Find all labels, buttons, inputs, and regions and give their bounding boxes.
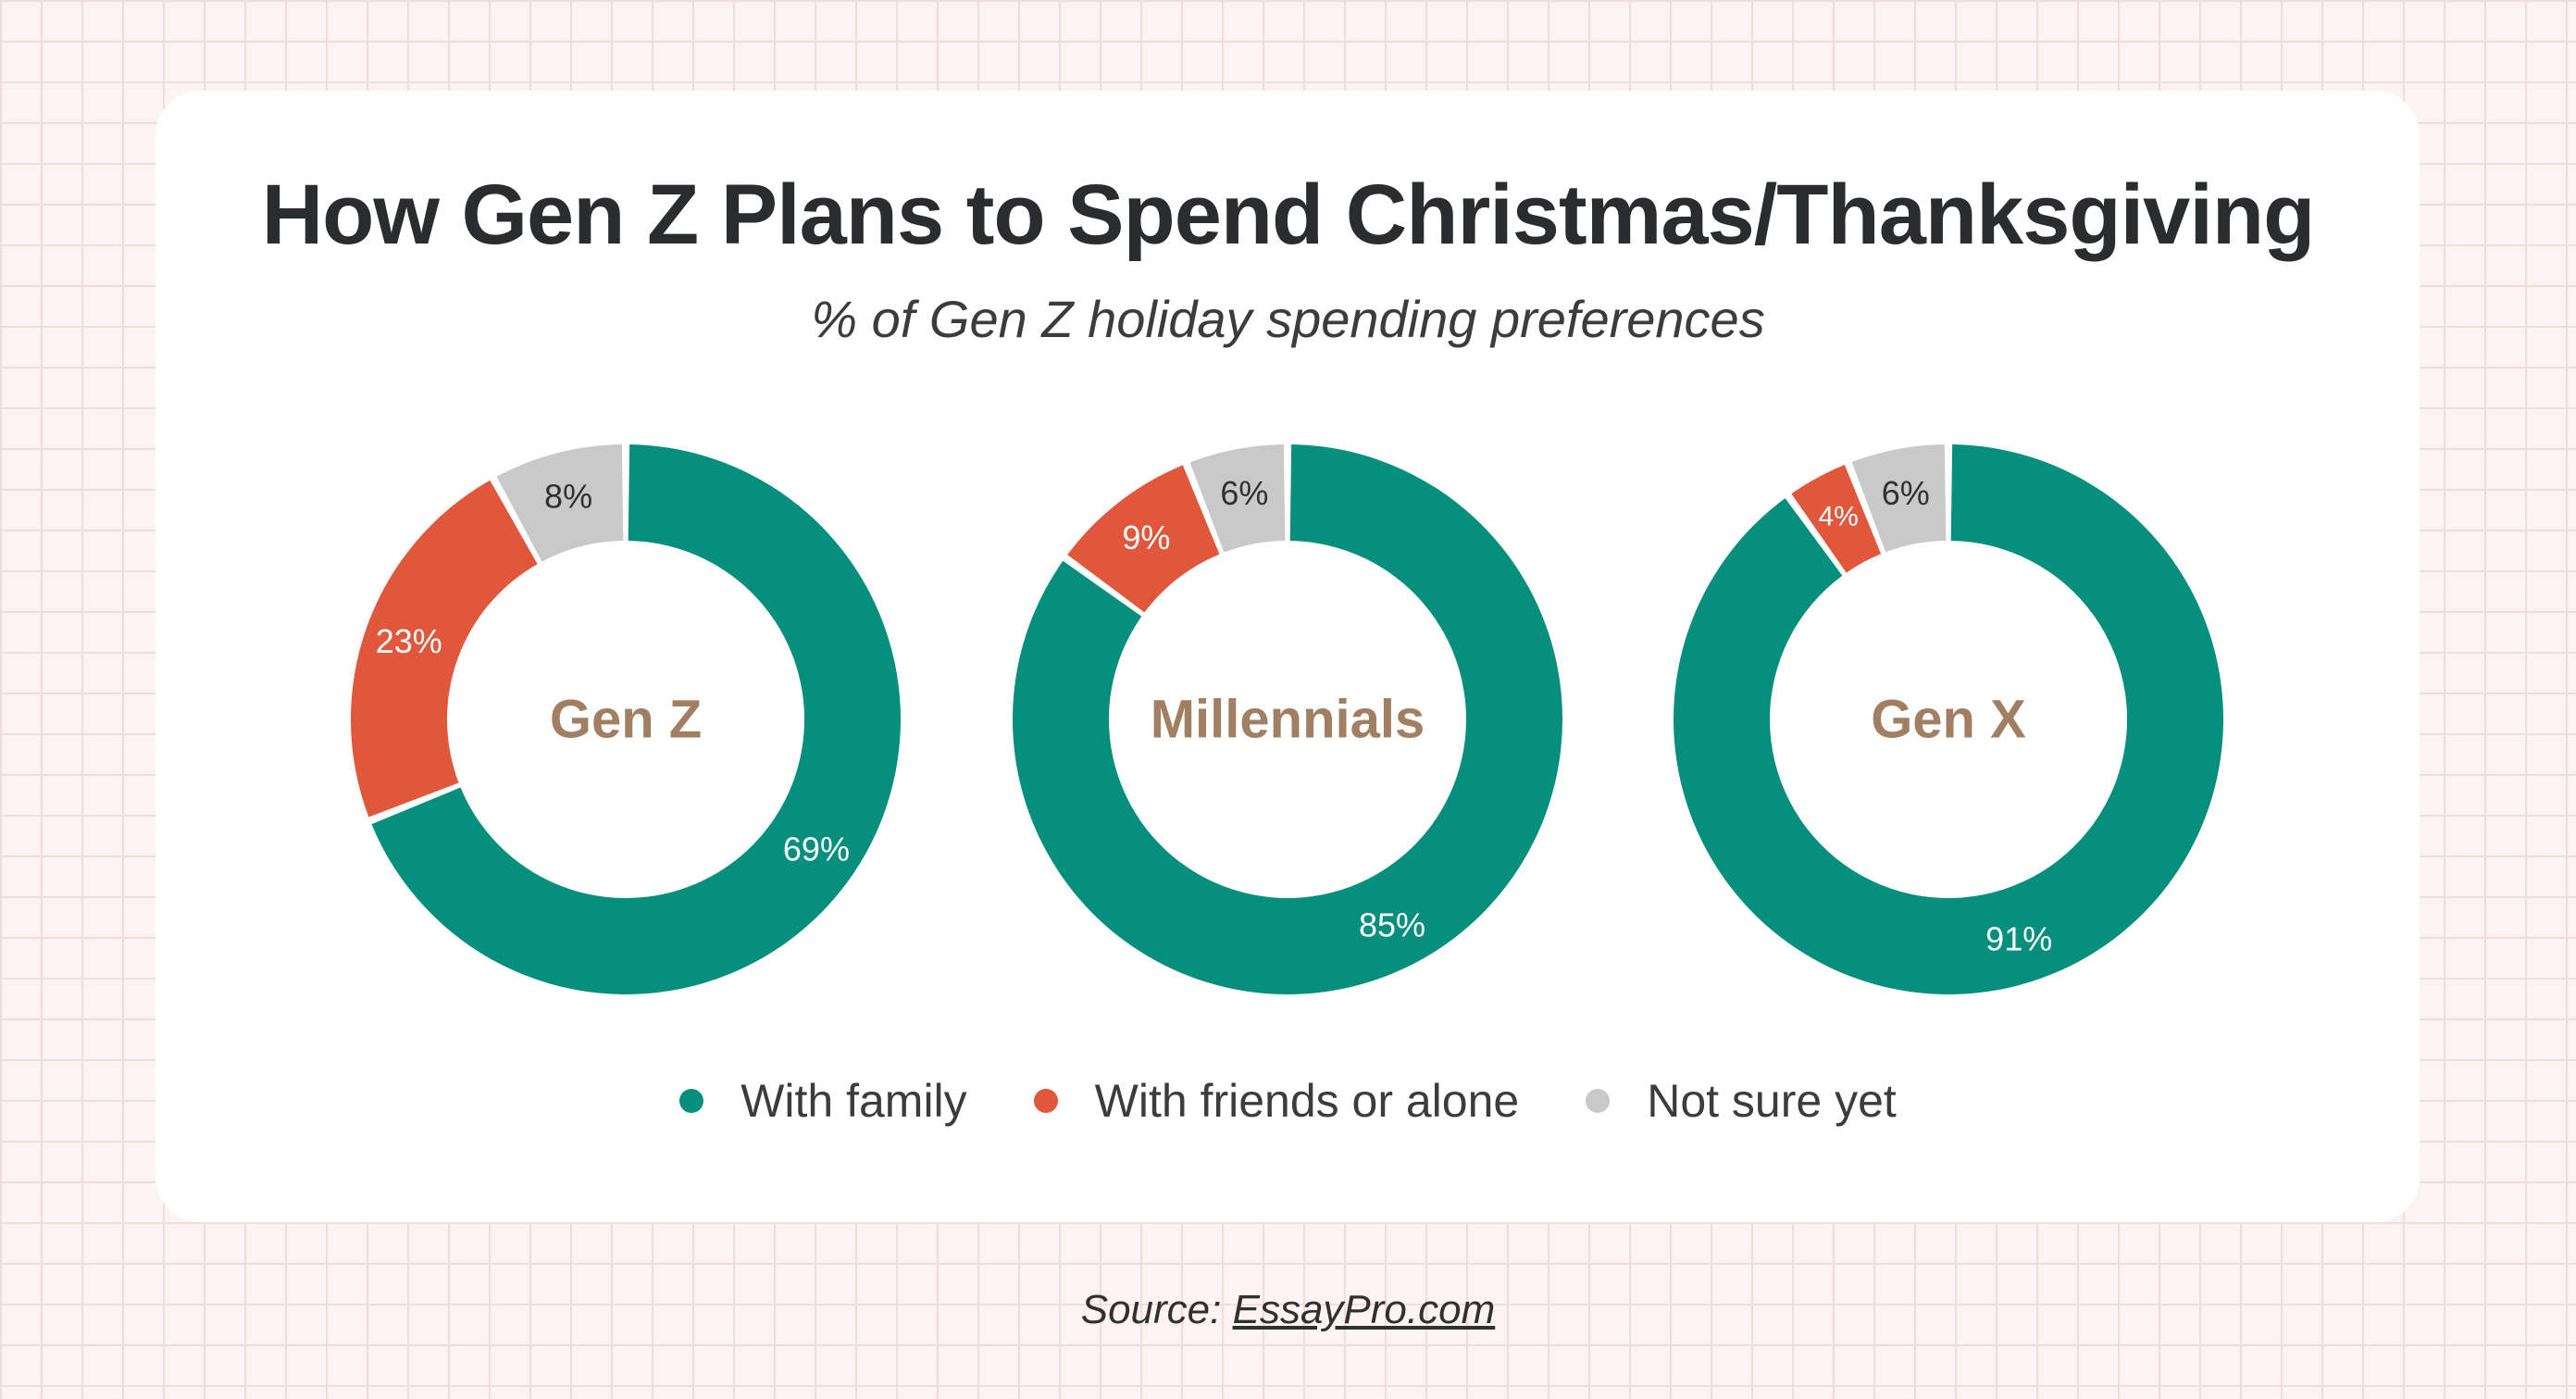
- data-label-with-friends-or-alone: 9%: [1122, 518, 1170, 556]
- legend-label-with-friends-or-alone: With friends or alone: [1094, 1075, 1520, 1127]
- legend-swatch-with-family: [679, 1089, 704, 1113]
- slice-with-family: [371, 444, 902, 995]
- slice-with-friends-or-alone: [351, 480, 538, 818]
- donut-2: 91% 4% 6% Gen X: [1673, 444, 2223, 994]
- legend-swatch-not-sure-yet: [1586, 1089, 1611, 1113]
- slice-with-friends-or-alone: [1791, 464, 1882, 573]
- chart-subtitle: % of Gen Z holiday spending preferences: [811, 290, 1765, 348]
- data-label-with-family: 91%: [1985, 920, 2052, 958]
- legend-item-with-family: With family: [679, 1074, 967, 1128]
- legend: With family With friends or alone Not su…: [0, 1074, 2576, 1128]
- chart-card: [156, 91, 2420, 1222]
- legend-label-not-sure-yet: Not sure yet: [1647, 1075, 1897, 1127]
- donut-center-label: Gen Z: [550, 690, 702, 750]
- donut-center-label: Gen X: [1871, 690, 2026, 750]
- source-line: Source: EssayPro.com: [0, 1287, 2576, 1333]
- legend-label-with-family: With family: [740, 1075, 967, 1127]
- data-label-with-friends-or-alone: 4%: [1818, 502, 1858, 532]
- source-link[interactable]: EssayPro.com: [1232, 1287, 1496, 1332]
- slice-not-sure-yet: [1189, 444, 1286, 553]
- slice-with-family: [1673, 444, 2223, 994]
- legend-swatch-with-friends-or-alone: [1033, 1089, 1058, 1113]
- legend-item-with-friends-or-alone: With friends or alone: [1033, 1074, 1520, 1128]
- data-label-not-sure-yet: 8%: [544, 477, 592, 515]
- chart-title: How Gen Z Plans to Spend Christmas/Thank…: [261, 168, 2316, 262]
- data-label-not-sure-yet: 6%: [1882, 474, 1930, 512]
- donut-1: 85% 9% 6% Millennials: [1013, 444, 1562, 995]
- data-label-not-sure-yet: 6%: [1220, 474, 1268, 512]
- data-label-with-friends-or-alone: 23%: [376, 622, 442, 660]
- slice-not-sure-yet: [496, 444, 624, 562]
- donut-0: 69% 23% 8% Gen Z: [351, 444, 902, 995]
- slice-not-sure-yet: [1851, 444, 1947, 553]
- donut-center-label: Millennials: [1151, 690, 1425, 750]
- slice-with-friends-or-alone: [1067, 465, 1220, 613]
- slice-with-family: [1013, 444, 1562, 995]
- legend-item-not-sure-yet: Not sure yet: [1586, 1074, 1897, 1128]
- source-prefix: Source:: [1080, 1287, 1233, 1332]
- data-label-with-family: 85%: [1359, 906, 1425, 943]
- data-label-with-family: 69%: [783, 830, 850, 868]
